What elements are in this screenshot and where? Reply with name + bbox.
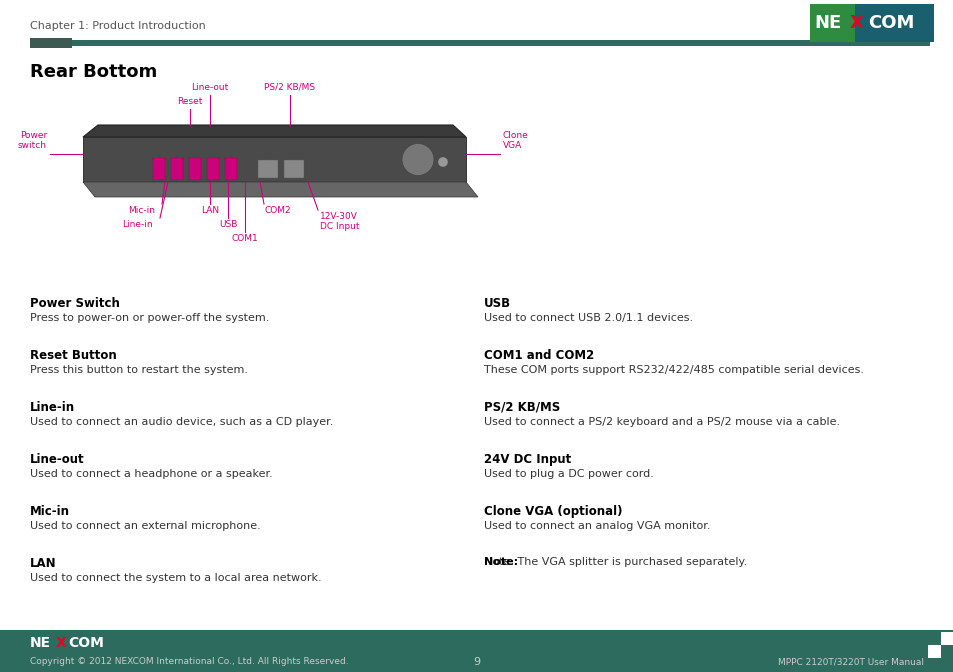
Circle shape xyxy=(401,144,434,175)
Text: Copyright © 2012 NEXCOM International Co., Ltd. All Rights Reserved.: Copyright © 2012 NEXCOM International Co… xyxy=(30,657,348,667)
Text: 9: 9 xyxy=(473,657,480,667)
Text: COM: COM xyxy=(68,636,104,650)
Text: COM2: COM2 xyxy=(265,206,292,215)
Text: Chapter 1: Product Introduction: Chapter 1: Product Introduction xyxy=(30,21,206,31)
Bar xyxy=(284,160,304,178)
Text: Press to power-on or power-off the system.: Press to power-on or power-off the syste… xyxy=(30,313,269,323)
Text: LAN: LAN xyxy=(30,557,56,570)
Text: Used to plug a DC power cord.: Used to plug a DC power cord. xyxy=(483,469,653,479)
Text: COM1 and COM2: COM1 and COM2 xyxy=(483,349,594,362)
Bar xyxy=(71,40,929,46)
Text: Clone VGA (optional): Clone VGA (optional) xyxy=(483,505,622,518)
Bar xyxy=(189,158,201,180)
Text: X: X xyxy=(56,636,67,650)
Text: Used to connect a PS/2 keyboard and a PS/2 mouse via a cable.: Used to connect a PS/2 keyboard and a PS… xyxy=(483,417,840,427)
Text: These COM ports support RS232/422/485 compatible serial devices.: These COM ports support RS232/422/485 co… xyxy=(483,365,863,375)
Text: 24V DC Input: 24V DC Input xyxy=(483,453,571,466)
Text: Clone
VGA: Clone VGA xyxy=(502,131,528,151)
Bar xyxy=(171,158,183,180)
Text: Used to connect an external microphone.: Used to connect an external microphone. xyxy=(30,521,260,531)
Text: LAN: LAN xyxy=(201,206,219,215)
Bar xyxy=(940,632,953,645)
Text: Power Switch: Power Switch xyxy=(30,297,120,310)
Bar xyxy=(854,4,933,42)
Bar xyxy=(257,160,277,178)
Text: PS/2 KB/MS: PS/2 KB/MS xyxy=(264,83,315,92)
Text: Used to connect an audio device, such as a CD player.: Used to connect an audio device, such as… xyxy=(30,417,333,427)
Text: Press this button to restart the system.: Press this button to restart the system. xyxy=(30,365,248,375)
Bar xyxy=(927,632,940,645)
Polygon shape xyxy=(83,125,465,137)
Text: Line-in: Line-in xyxy=(30,401,75,414)
Text: NE: NE xyxy=(813,14,841,32)
Text: Used to connect a headphone or a speaker.: Used to connect a headphone or a speaker… xyxy=(30,469,273,479)
Text: USB: USB xyxy=(483,297,511,310)
Text: NE: NE xyxy=(30,636,51,650)
Text: 12V-30V
DC Input: 12V-30V DC Input xyxy=(319,212,359,231)
Text: Reset: Reset xyxy=(177,97,202,106)
Text: MPPC 2120T/3220T User Manual: MPPC 2120T/3220T User Manual xyxy=(778,657,923,667)
Bar xyxy=(207,158,219,180)
Bar xyxy=(225,158,236,180)
Circle shape xyxy=(437,157,448,167)
Bar xyxy=(83,137,465,182)
Text: COM: COM xyxy=(867,14,913,32)
Text: Note:: Note: xyxy=(483,557,517,567)
Text: Mic-in: Mic-in xyxy=(30,505,70,518)
Text: Used to connect an analog VGA monitor.: Used to connect an analog VGA monitor. xyxy=(483,521,710,531)
Text: Power
switch: Power switch xyxy=(18,131,47,151)
Polygon shape xyxy=(83,182,477,197)
Text: Reset Button: Reset Button xyxy=(30,349,116,362)
Bar xyxy=(0,630,953,672)
Bar xyxy=(152,158,165,180)
Bar xyxy=(940,645,953,658)
Text: Rear Bottom: Rear Bottom xyxy=(30,63,157,81)
Bar xyxy=(30,38,71,48)
Text: COM1: COM1 xyxy=(232,234,258,243)
Text: Used to connect USB 2.0/1.1 devices.: Used to connect USB 2.0/1.1 devices. xyxy=(483,313,693,323)
Bar xyxy=(927,645,940,658)
Text: Note: The VGA splitter is purchased separately.: Note: The VGA splitter is purchased sepa… xyxy=(483,557,746,567)
Text: X: X xyxy=(849,14,863,32)
Text: USB: USB xyxy=(218,220,237,229)
Text: Line-out: Line-out xyxy=(192,83,229,92)
Text: Mic-in: Mic-in xyxy=(128,206,154,215)
Bar xyxy=(809,4,854,42)
Text: PS/2 KB/MS: PS/2 KB/MS xyxy=(483,401,559,414)
Text: Used to connect the system to a local area network.: Used to connect the system to a local ar… xyxy=(30,573,321,583)
Text: Line-in: Line-in xyxy=(122,220,152,229)
Text: Line-out: Line-out xyxy=(30,453,85,466)
